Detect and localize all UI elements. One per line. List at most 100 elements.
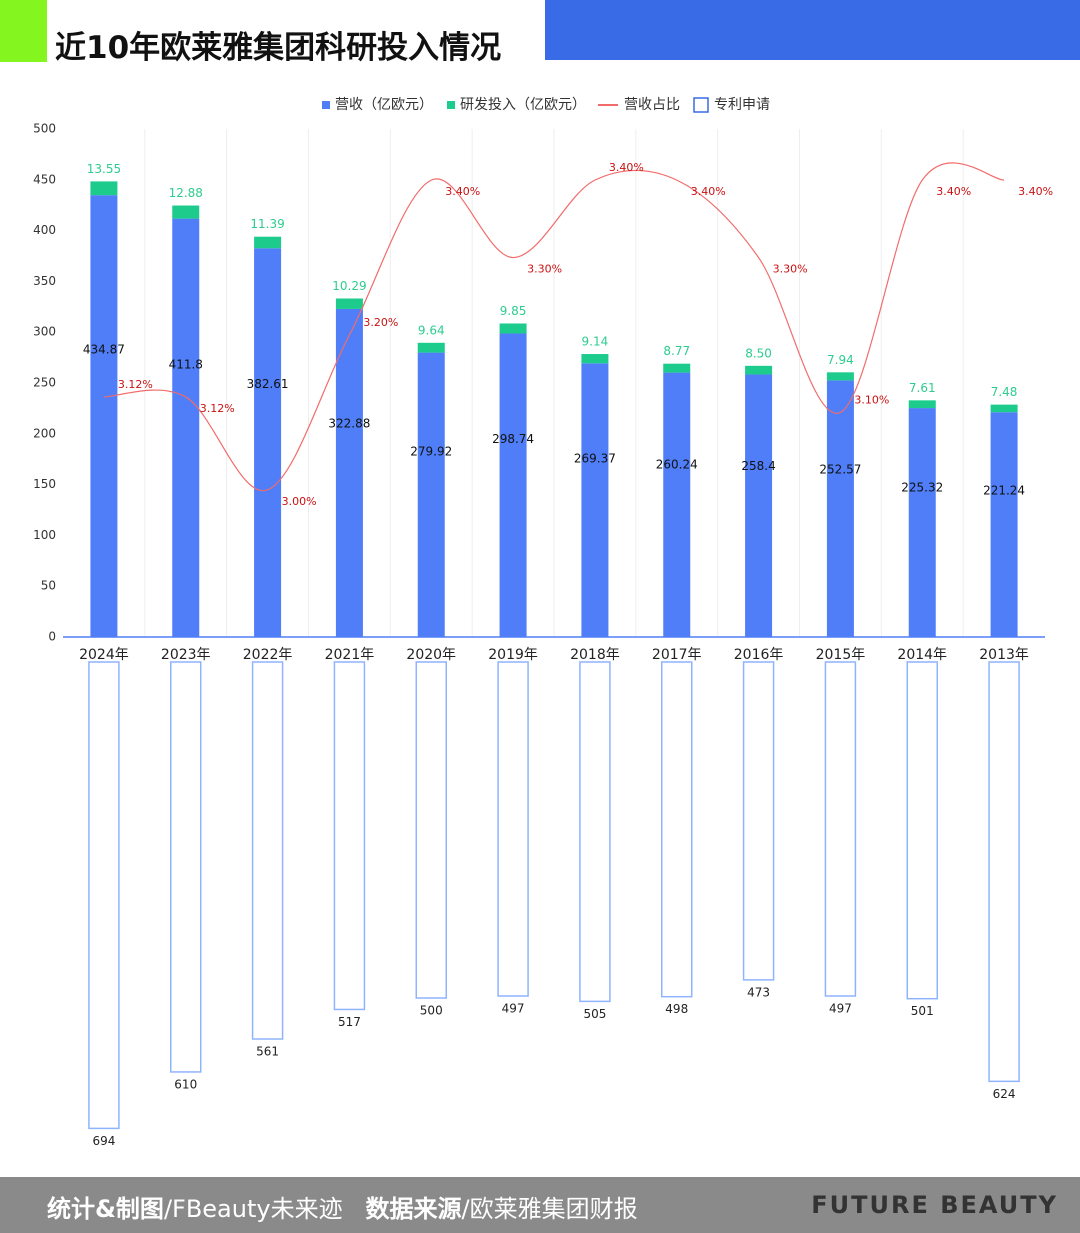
value-label: 322.88 — [328, 416, 370, 430]
value-label: 500 — [420, 1004, 443, 1018]
x-tick-label: 2019年 — [488, 647, 538, 663]
bar — [908, 408, 936, 637]
value-label: 9.85 — [500, 304, 527, 318]
value-label: 8.50 — [745, 346, 772, 360]
value-label: 3.40% — [936, 185, 971, 198]
legend-swatch — [322, 101, 330, 109]
y-tick-label: 450 — [33, 172, 56, 186]
value-label: 260.24 — [656, 458, 698, 472]
value-label: 624 — [993, 1087, 1016, 1101]
value-label: 252.57 — [819, 463, 861, 477]
value-label: 7.94 — [827, 353, 854, 367]
value-label: 694 — [92, 1134, 115, 1148]
value-label: 3.40% — [1018, 185, 1053, 198]
bar — [417, 352, 445, 637]
value-label: 9.14 — [582, 335, 609, 349]
chart: 0 50 100 150 200 250 300 350 400 450 500 营收（亿欧元） 研发投… — [33, 97, 1053, 1148]
bar — [581, 354, 609, 364]
legend-label: 专利申请 — [714, 97, 770, 113]
bar — [826, 380, 854, 637]
value-label: 3.30% — [527, 263, 562, 276]
credit-text: /FBeauty未来迹 — [163, 1195, 343, 1223]
y-tick-label: 250 — [33, 376, 56, 390]
value-label: 517 — [338, 1015, 361, 1029]
x-tick-label: 2013年 — [979, 647, 1029, 663]
bar — [172, 205, 200, 219]
value-label: 225.32 — [901, 481, 943, 495]
legend-label: 营收占比 — [624, 97, 680, 113]
credit: 统计&制图/FBeauty未来迹 数据来源/欧莱雅集团财报 — [47, 1189, 638, 1224]
value-label: 501 — [911, 1004, 934, 1018]
value-label: 3.12% — [118, 378, 153, 391]
value-label: 473 — [747, 985, 770, 999]
bar — [745, 365, 773, 375]
source-label: 数据来源 — [365, 1195, 462, 1223]
value-label: 610 — [174, 1077, 197, 1091]
value-label: 3.20% — [363, 316, 398, 329]
value-label: 3.40% — [445, 185, 480, 198]
x-tick-label: 2022年 — [243, 647, 293, 663]
value-label: 11.39 — [250, 217, 284, 231]
value-label: 3.12% — [200, 402, 235, 415]
bar — [254, 248, 282, 637]
chart-title: 近10年欧莱雅集团科研投入情况 — [55, 30, 502, 66]
y-tick-label: 500 — [33, 122, 56, 136]
legend-swatch — [693, 97, 709, 113]
bar — [990, 412, 1018, 637]
bar — [826, 372, 854, 381]
value-label: 269.37 — [574, 452, 616, 466]
value-label: 3.40% — [609, 161, 644, 174]
value-label: 12.88 — [169, 186, 203, 200]
y-tick-label: 150 — [33, 477, 56, 491]
bar — [497, 661, 529, 997]
brand: FUTURE BEAUTY — [811, 1191, 1058, 1219]
value-label: 3.40% — [691, 185, 726, 198]
bar — [254, 236, 282, 249]
x-tick-label: 2014年 — [897, 647, 947, 663]
bar — [663, 363, 691, 373]
value-label: 411.8 — [169, 358, 203, 372]
bar — [251, 661, 284, 1040]
x-tick-label: 2020年 — [406, 647, 456, 663]
legend-label: 营收（亿欧元） — [335, 97, 433, 113]
bar — [172, 218, 200, 637]
source-text: /欧莱雅集团财报 — [461, 1195, 638, 1223]
value-label: 382.61 — [247, 377, 289, 391]
x-tick-label: 2021年 — [325, 647, 375, 663]
y-tick-label: 0 — [48, 630, 56, 644]
y-tick-label: 50 — [41, 579, 56, 593]
bar — [417, 342, 445, 353]
accent-block — [0, 0, 47, 62]
legend-label: 研发投入（亿欧元） — [460, 97, 586, 113]
value-label: 505 — [583, 1007, 606, 1021]
value-label: 298.74 — [492, 432, 534, 446]
bar — [824, 661, 857, 997]
bar — [742, 661, 775, 981]
bar — [170, 661, 202, 1073]
credit-label: 统计&制图 — [47, 1195, 164, 1223]
value-label: 498 — [665, 1002, 688, 1016]
bar — [661, 661, 693, 998]
value-label: 10.29 — [332, 279, 366, 293]
value-label: 497 — [829, 1002, 852, 1016]
bar — [499, 323, 527, 334]
y-tick-label: 350 — [33, 274, 56, 288]
bar — [906, 661, 938, 1000]
bar — [88, 661, 120, 1130]
header: 近10年欧莱雅集团科研投入情况 — [0, 0, 1080, 66]
bar — [745, 374, 773, 637]
value-label: 3.30% — [773, 263, 808, 276]
value-label: 7.48 — [991, 385, 1018, 399]
value-label: 3.10% — [854, 393, 889, 406]
bar — [335, 298, 363, 309]
x-tick-label: 2024年 — [79, 647, 129, 663]
value-label: 561 — [256, 1045, 279, 1059]
y-tick-label: 100 — [33, 528, 56, 542]
bar — [908, 400, 936, 409]
value-label: 221.24 — [983, 483, 1025, 497]
x-tick-label: 2016年 — [734, 647, 784, 663]
bar — [499, 333, 527, 637]
footer: 统计&制图/FBeauty未来迹 数据来源/欧莱雅集团财报 FUTURE BEA… — [0, 1177, 1080, 1233]
bar — [579, 661, 611, 1003]
bar — [90, 195, 118, 638]
